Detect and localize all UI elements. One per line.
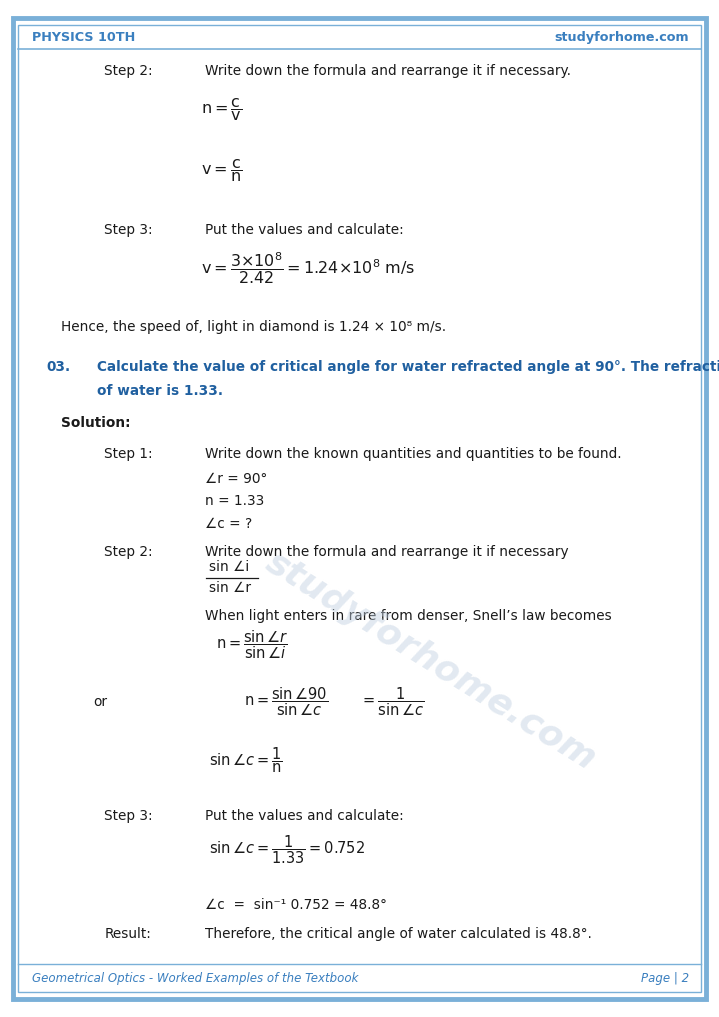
Text: $\sin\angle c = \dfrac{1}{\mathregular{n}}$: $\sin\angle c = \dfrac{1}{\mathregular{n… xyxy=(209,745,283,776)
Text: Calculate the value of critical angle for water refracted angle at 90°. The refr: Calculate the value of critical angle fo… xyxy=(97,360,719,374)
Text: When light enters in rare from denser, Snell’s law becomes: When light enters in rare from denser, S… xyxy=(205,609,612,623)
Text: Page | 2: Page | 2 xyxy=(641,972,689,984)
Text: n = 1.33: n = 1.33 xyxy=(205,494,264,508)
Text: $\mathregular{v} = \dfrac{\mathregular{c}}{\mathregular{n}}$: $\mathregular{v} = \dfrac{\mathregular{c… xyxy=(201,158,242,184)
Text: sin ∠r: sin ∠r xyxy=(209,581,250,595)
Text: Therefore, the critical angle of water calculated is 48.8°.: Therefore, the critical angle of water c… xyxy=(205,926,592,941)
Text: studyforhome.com: studyforhome.com xyxy=(554,32,689,44)
Text: Result:: Result: xyxy=(104,926,151,941)
Text: Hence, the speed of, light in diamond is 1.24 × 10⁸ m/s.: Hence, the speed of, light in diamond is… xyxy=(61,320,446,335)
Text: ∠r = 90°: ∠r = 90° xyxy=(205,472,267,486)
Text: Solution:: Solution: xyxy=(61,416,131,430)
Text: $\mathregular{n} = \dfrac{\mathregular{c}}{\mathregular{v}}$: $\mathregular{n} = \dfrac{\mathregular{c… xyxy=(201,97,242,123)
Text: Step 2:: Step 2: xyxy=(104,545,153,559)
Text: 03.: 03. xyxy=(47,360,71,374)
Text: $= \dfrac{1}{\sin\angle c}$: $= \dfrac{1}{\sin\angle c}$ xyxy=(360,685,424,718)
Text: Geometrical Optics - Worked Examples of the Textbook: Geometrical Optics - Worked Examples of … xyxy=(32,972,359,984)
Text: Write down the formula and rearrange it if necessary: Write down the formula and rearrange it … xyxy=(205,545,569,559)
Text: ∠c  =  sin⁻¹ 0.752 = 48.8°: ∠c = sin⁻¹ 0.752 = 48.8° xyxy=(205,898,387,912)
Text: Step 3:: Step 3: xyxy=(104,809,153,823)
Text: Write down the known quantities and quantities to be found.: Write down the known quantities and quan… xyxy=(205,446,621,461)
Text: studyforhome.com: studyforhome.com xyxy=(260,545,603,777)
Text: of water is 1.33.: of water is 1.33. xyxy=(97,383,223,398)
Text: Step 1:: Step 1: xyxy=(104,446,153,461)
Text: Put the values and calculate:: Put the values and calculate: xyxy=(205,809,403,823)
Text: PHYSICS 10TH: PHYSICS 10TH xyxy=(32,32,136,44)
Text: Step 3:: Step 3: xyxy=(104,223,153,237)
Text: Put the values and calculate:: Put the values and calculate: xyxy=(205,223,403,237)
Text: $\mathregular{n} = \dfrac{\sin\angle r}{\sin\angle i}$: $\mathregular{n} = \dfrac{\sin\angle r}{… xyxy=(216,629,288,661)
Text: or: or xyxy=(93,695,107,709)
Text: $\mathregular{v} = \dfrac{3{\times}10^{8}}{2.42} = 1.24{\times}10^{8}\ \mathregu: $\mathregular{v} = \dfrac{3{\times}10^{8… xyxy=(201,250,416,287)
Text: $\sin\angle c = \dfrac{1}{1.33} = 0.752$: $\sin\angle c = \dfrac{1}{1.33} = 0.752$ xyxy=(209,834,365,866)
Text: ∠c = ?: ∠c = ? xyxy=(205,517,252,531)
Text: Write down the formula and rearrange it if necessary.: Write down the formula and rearrange it … xyxy=(205,64,571,78)
Text: sin ∠i: sin ∠i xyxy=(209,560,249,575)
Text: $\mathregular{n} = \dfrac{\sin\angle 90}{\sin\angle c}$: $\mathregular{n} = \dfrac{\sin\angle 90}… xyxy=(244,685,329,718)
Text: Step 2:: Step 2: xyxy=(104,64,153,78)
FancyBboxPatch shape xyxy=(13,18,706,999)
FancyBboxPatch shape xyxy=(18,25,701,992)
